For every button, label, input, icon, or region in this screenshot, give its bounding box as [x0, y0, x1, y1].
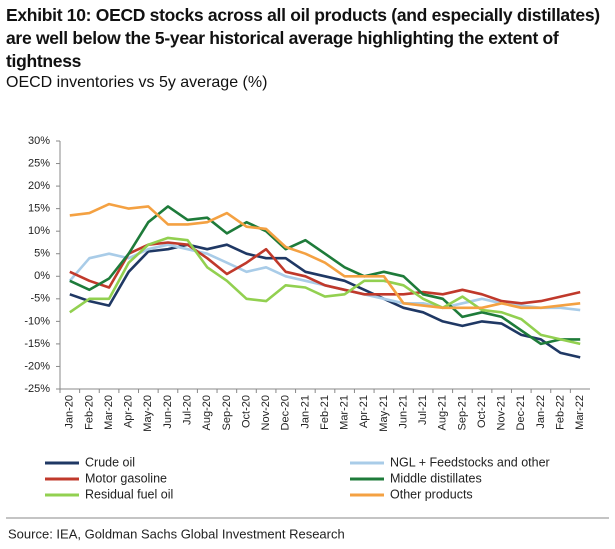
series-line: [69, 202, 581, 310]
y-tick-label: -20%: [24, 360, 50, 372]
x-tick-label: Apr-21: [358, 395, 370, 428]
series-line: [69, 205, 581, 346]
x-tick-label: Jan-21: [299, 395, 311, 429]
x-tick-label: Jan-22: [535, 395, 547, 429]
x-tick-label: Mar-20: [103, 395, 115, 430]
x-tick-label: Aug-21: [437, 395, 449, 430]
x-tick-label: Nov-20: [260, 395, 272, 430]
x-tick-label: Nov-21: [496, 395, 508, 430]
x-tick-label: Mar-21: [339, 395, 351, 430]
y-tick-label: 10%: [28, 225, 50, 237]
x-tick-label: Dec-21: [515, 395, 527, 430]
y-tick-label: 15%: [28, 203, 50, 215]
series-line: [69, 243, 581, 359]
x-tick-label: Mar-22: [574, 395, 586, 430]
y-tick-label: 25%: [28, 157, 50, 169]
series-line: [69, 241, 581, 305]
x-tick-label: Oct-21: [476, 395, 488, 428]
x-tick-label: May-20: [142, 395, 154, 432]
y-tick-label: 30%: [28, 135, 50, 147]
x-tick-label: Jul-20: [181, 395, 193, 425]
y-tick-label: -25%: [24, 383, 50, 395]
x-tick-label: Dec-20: [280, 395, 292, 430]
legend-label: NGL + Feedstocks and other: [390, 455, 550, 469]
y-tick-label: 0%: [34, 270, 50, 282]
x-tick-label: Jun-20: [162, 395, 174, 429]
chart-title: Exhibit 10: OECD stocks across all oil p…: [6, 5, 600, 71]
x-tick-label: Sep-20: [221, 395, 233, 430]
x-tick-label: Feb-22: [554, 395, 566, 430]
y-tick-label: -15%: [24, 338, 50, 350]
x-tick-label: Sep-21: [456, 395, 468, 430]
x-tick-label: Jun-21: [397, 395, 409, 429]
x-tick-label: Feb-21: [319, 395, 331, 430]
legend-label: Crude oil: [85, 455, 135, 469]
chart-subtitle: OECD inventories vs 5y average (%): [6, 74, 268, 91]
legend-label: Residual fuel oil: [85, 487, 173, 501]
x-tick-label: Apr-20: [123, 395, 135, 428]
x-tick-label: Feb-20: [83, 395, 95, 430]
source-note: Source: IEA, Goldman Sachs Global Invest…: [8, 526, 345, 541]
series-line: [69, 236, 581, 346]
legend-label: Motor gasoline: [85, 471, 167, 485]
x-tick-label: Aug-20: [201, 395, 213, 430]
y-tick-label: -10%: [24, 315, 50, 327]
x-tick-label: Oct-20: [240, 395, 252, 428]
legend-label: Other products: [390, 487, 473, 501]
x-tick-label: Jul-21: [417, 395, 429, 425]
legend-label: Middle distillates: [390, 471, 482, 485]
x-tick-label: Jan-20: [64, 395, 76, 429]
y-tick-label: 5%: [34, 248, 50, 260]
x-tick-label: May-21: [378, 395, 390, 432]
y-tick-label: -5%: [30, 293, 50, 305]
y-tick-label: 20%: [28, 180, 50, 192]
